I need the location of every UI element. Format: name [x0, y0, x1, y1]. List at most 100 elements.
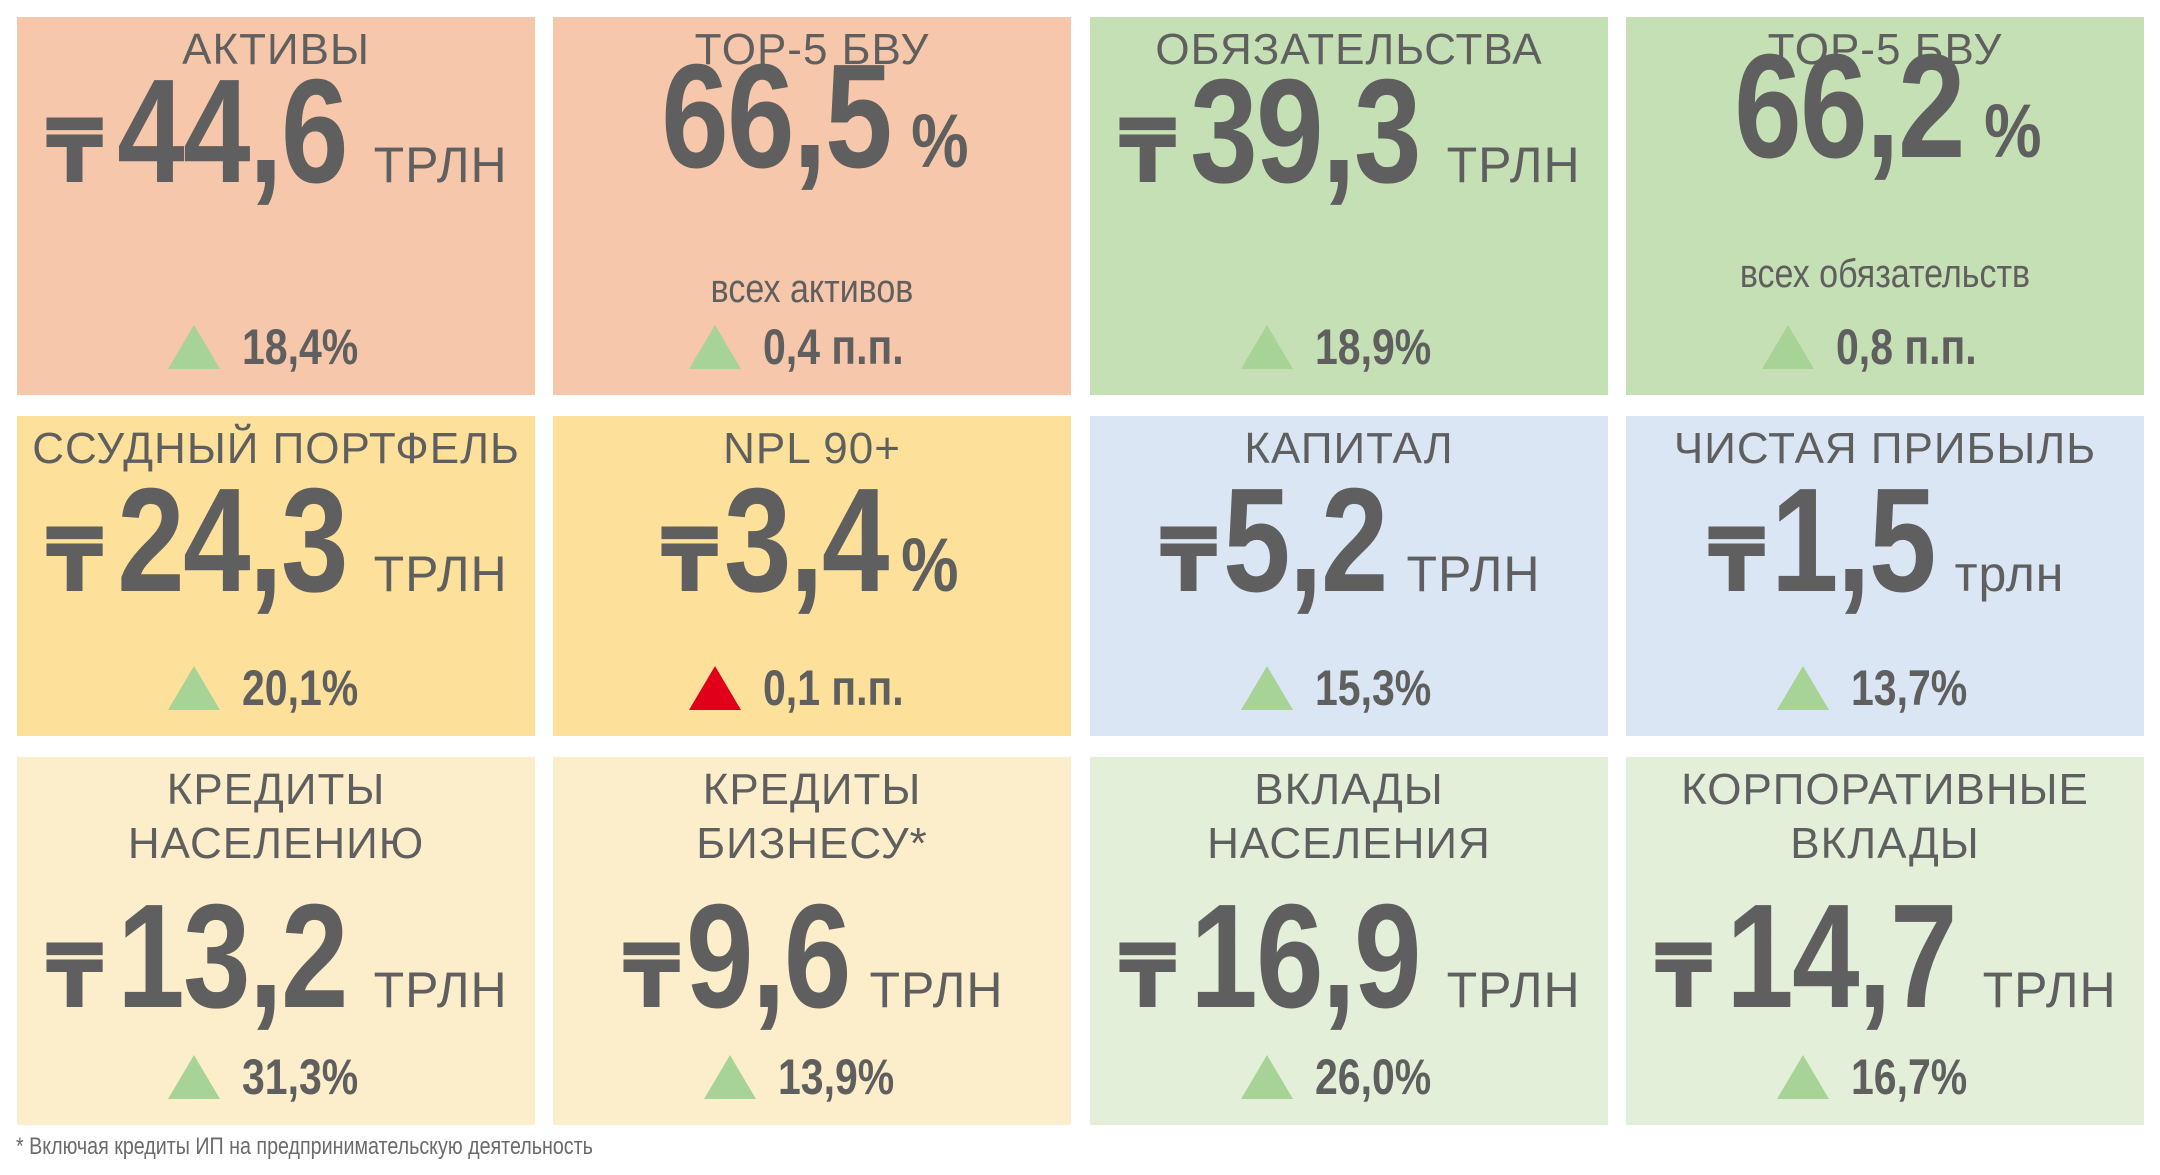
kpi-value: 1,5 [1770, 458, 1936, 623]
triangle-up-icon [1762, 325, 1815, 369]
card-title: КРЕДИТЫ БИЗНЕСУ* [696, 765, 928, 868]
change-row: 0,8 п.п. [1626, 317, 2144, 377]
card-title: TOP-5 БВУ [1767, 25, 2003, 74]
change-value: 0,8 п.п. [1836, 319, 1977, 375]
triangle-up-icon [689, 666, 742, 710]
value-row: ₸ 24,3 ТРЛН [17, 456, 535, 623]
change-value: 20,1% [242, 660, 359, 716]
change-row: 13,7% [1626, 658, 2144, 718]
card-capital: КАПИТАЛ ₸ 5,2 ТРЛН 15,3% [1090, 416, 1608, 736]
kpi-value: 9,6 [685, 874, 851, 1039]
change-row: 15,3% [1090, 658, 1608, 718]
value-row: ₸ 5,2 ТРЛН [1090, 456, 1608, 623]
kpi-unit: % [1983, 89, 2043, 174]
card-title: NPL 90+ [723, 424, 901, 473]
card-title: КОРПОРАТИВНЫЕ ВКЛАДЫ [1681, 765, 2089, 868]
change-value: 18,9% [1315, 319, 1432, 375]
card-retail-loans: КРЕДИТЫ НАСЕЛЕНИЮ ₸ 13,2 ТРЛН 31,3% [17, 757, 535, 1125]
kpi-unit: ТРЛН [1446, 962, 1581, 1018]
value-row: ₸ 39,3 ТРЛН [1090, 47, 1608, 214]
kpi-subtitle: всех активов [710, 267, 914, 311]
kpi-unit: ТРЛН [1446, 137, 1581, 193]
value-row: ₸ 14,7 ТРЛН [1626, 872, 2144, 1039]
tenge-icon: ₸ [660, 511, 719, 610]
kpi-value: 5,2 [1222, 458, 1388, 623]
kpi-value: 39,3 [1189, 49, 1421, 214]
footnote: * Включая кредиты ИП на предпринимательс… [16, 1133, 593, 1160]
change-row: 13,9% [553, 1047, 1071, 1107]
kpi-unit: ТРЛН [1982, 962, 2117, 1018]
card-title: ЧИСТАЯ ПРИБЫЛЬ [1673, 424, 2097, 473]
value-row: ₸ 9,6 ТРЛН [553, 872, 1071, 1039]
card-top5-liabilities: TOP-5 БВУ 66,2% всех обязательств 0,8 п.п. [1626, 17, 2144, 395]
card-npl: NPL 90+ ₸ 3,4% 0,1 п.п. [553, 416, 1071, 736]
value-row: ₸ 3,4% [553, 456, 1071, 623]
change-value: 15,3% [1315, 660, 1432, 716]
triangle-up-icon [704, 1055, 757, 1099]
kpi-unit: % [901, 523, 960, 608]
value-row: ₸ 1,5 трлн [1626, 456, 2144, 623]
triangle-up-icon [168, 666, 221, 710]
card-title: АКТИВЫ [182, 25, 370, 74]
value-row: ₸ 16,9 ТРЛН [1090, 872, 1608, 1039]
card-title: КАПИТАЛ [1244, 424, 1454, 473]
change-row: 18,9% [1090, 317, 1608, 377]
card-loan-portfolio: ССУДНЫЙ ПОРТФЕЛЬ ₸ 24,3 ТРЛН 20,1% [17, 416, 535, 736]
value-row: ₸ 13,2 ТРЛН [17, 872, 535, 1039]
kpi-value: 3,4 [724, 458, 889, 623]
tenge-icon: ₸ [45, 927, 105, 1026]
card-title: ОБЯЗАТЕЛЬСТВА [1155, 25, 1543, 74]
tenge-icon: ₸ [1707, 511, 1766, 610]
tenge-icon: ₸ [45, 102, 105, 201]
change-value: 31,3% [242, 1049, 359, 1105]
kpi-value: 14,7 [1725, 874, 1957, 1039]
triangle-up-icon [1241, 666, 1294, 710]
card-title: КРЕДИТЫ НАСЕЛЕНИЮ [127, 765, 425, 868]
change-row: 18,4% [17, 317, 535, 377]
kpi-subtitle: всех обязательств [1739, 252, 2031, 296]
card-title: TOP-5 БВУ [694, 25, 930, 74]
kpi-value: 16,9 [1189, 874, 1421, 1039]
kpi-value: 66,5 [660, 34, 892, 199]
card-corporate-deposits: КОРПОРАТИВНЫЕ ВКЛАДЫ ₸ 14,7 ТРЛН 16,7% [1626, 757, 2144, 1125]
change-value: 18,4% [242, 319, 359, 375]
change-value: 26,0% [1315, 1049, 1432, 1105]
triangle-up-icon [1777, 1055, 1830, 1099]
kpi-value: 24,3 [116, 458, 348, 623]
kpi-unit: ТРЛН [869, 962, 1004, 1018]
change-row: 0,4 п.п. [553, 317, 1071, 377]
tenge-icon: ₸ [1118, 102, 1178, 201]
change-row: 20,1% [17, 658, 535, 718]
triangle-up-icon [168, 325, 221, 369]
change-value: 16,7% [1851, 1049, 1968, 1105]
kpi-value: 66,2 [1733, 24, 1965, 189]
tenge-icon: ₸ [622, 927, 681, 1026]
kpi-value: 44,6 [116, 49, 348, 214]
triangle-up-icon [168, 1055, 221, 1099]
change-value: 13,7% [1851, 660, 1968, 716]
card-net-profit: ЧИСТАЯ ПРИБЫЛЬ ₸ 1,5 трлн 13,7% [1626, 416, 2144, 736]
card-assets: АКТИВЫ ₸ 44,6 ТРЛН 18,4% [17, 17, 535, 395]
value-row: 66,2% [1626, 22, 2144, 189]
kpi-unit: трлн [1954, 546, 2065, 602]
kpi-unit: ТРЛН [1406, 546, 1541, 602]
card-top5-assets: TOP-5 БВУ 66,5% всех активов 0,4 п.п. [553, 17, 1071, 395]
tenge-icon: ₸ [1159, 511, 1218, 610]
change-value: 0,4 п.п. [763, 319, 904, 375]
kpi-unit: ТРЛН [373, 962, 508, 1018]
card-retail-deposits: ВКЛАДЫ НАСЕЛЕНИЯ ₸ 16,9 ТРЛН 26,0% [1090, 757, 1608, 1125]
change-row: 26,0% [1090, 1047, 1608, 1107]
value-row: 66,5% [553, 32, 1071, 199]
tenge-icon: ₸ [1118, 927, 1178, 1026]
card-liabilities: ОБЯЗАТЕЛЬСТВА ₸ 39,3 ТРЛН 18,9% [1090, 17, 1608, 395]
card-business-loans: КРЕДИТЫ БИЗНЕСУ* ₸ 9,6 ТРЛН 13,9% [553, 757, 1071, 1125]
card-title: ССУДНЫЙ ПОРТФЕЛЬ [32, 424, 520, 473]
change-value: 13,9% [778, 1049, 895, 1105]
change-row: 16,7% [1626, 1047, 2144, 1107]
change-value: 0,1 п.п. [763, 660, 904, 716]
change-row: 31,3% [17, 1047, 535, 1107]
kpi-unit: % [910, 99, 970, 184]
triangle-up-icon [1241, 1055, 1294, 1099]
triangle-up-icon [1777, 666, 1830, 710]
tenge-icon: ₸ [45, 511, 105, 610]
